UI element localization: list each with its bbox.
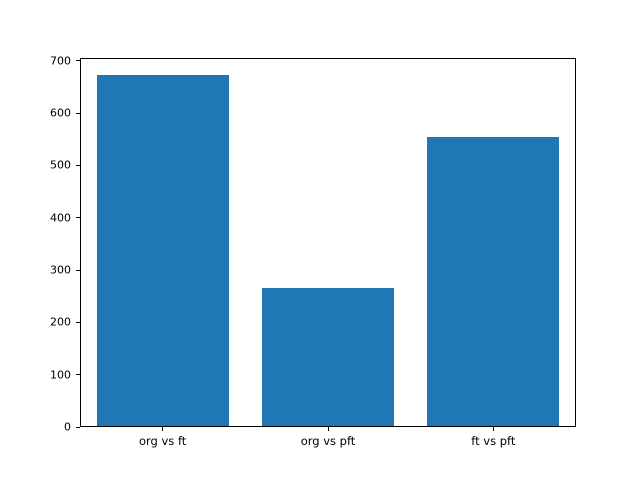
y-tick-label: 300 (50, 263, 71, 277)
bar-ft-vs-pft (427, 137, 560, 427)
x-tick-mark (492, 427, 494, 432)
y-tick-mark (76, 217, 80, 219)
y-tick-label: 500 (50, 158, 71, 172)
bar-org-vs-pft (261, 288, 395, 427)
x-tick-label: org vs ft (138, 434, 187, 449)
x-tick-label: org vs pft (300, 434, 356, 449)
plot-area (80, 57, 576, 428)
y-tick-label: 100 (50, 368, 71, 382)
y-tick-mark (76, 60, 80, 62)
y-tick-mark (76, 164, 80, 166)
y-tick-label: 700 (50, 54, 71, 68)
y-tick-mark (76, 374, 80, 376)
x-tick-mark (162, 427, 164, 432)
x-tick-mark (327, 427, 329, 432)
y-tick-mark (76, 426, 80, 428)
y-tick-label: 400 (50, 211, 71, 225)
bar-org-vs-ft (96, 75, 229, 427)
y-tick-mark (76, 321, 80, 323)
y-tick-label: 200 (50, 315, 71, 329)
y-tick-label: 600 (50, 106, 71, 120)
y-tick-mark (76, 269, 80, 271)
y-tick-label: 0 (64, 420, 71, 434)
y-tick-mark (76, 112, 80, 114)
x-tick-label: ft vs pft (471, 434, 516, 449)
